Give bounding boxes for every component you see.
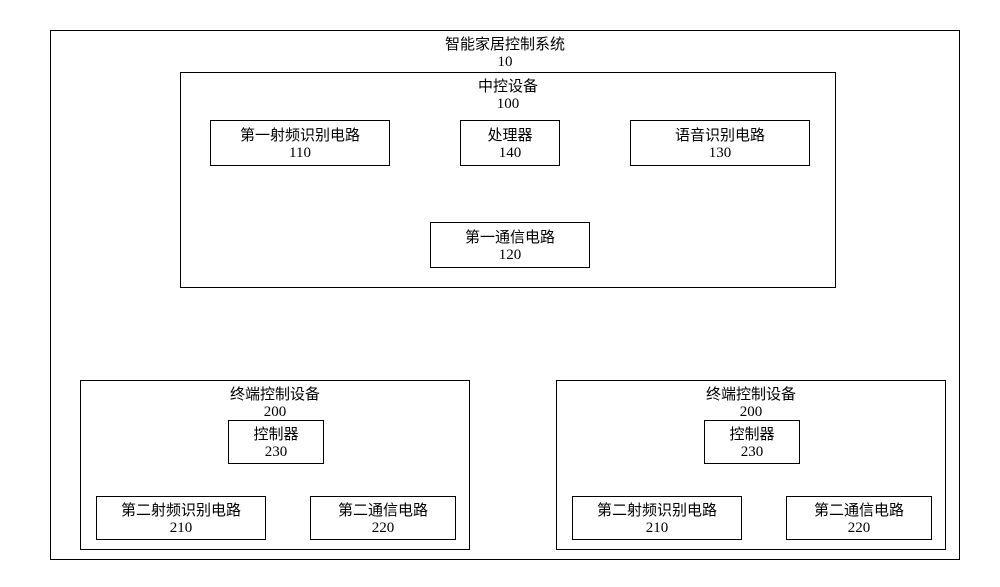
system-box-number: 10 [51, 54, 959, 71]
central-proc-node: 处理器140 [460, 120, 560, 166]
central-comm1-node: 第一通信电路120 [430, 222, 590, 268]
terminal-0-box-label: 终端控制设备200 [81, 381, 469, 421]
terminal-1-box-title: 终端控制设备 [557, 383, 945, 404]
central-proc-node-title: 处理器 [487, 124, 532, 145]
terminal-0-comm2-node: 第二通信电路220 [310, 496, 456, 540]
terminal-0-ctrl-node: 控制器230 [228, 420, 324, 464]
terminal-0-rf2-node-number: 210 [170, 520, 193, 537]
central-comm1-node-number: 120 [499, 247, 522, 264]
terminal-1-ctrl-node-number: 230 [741, 444, 764, 461]
central-proc-node-number: 140 [499, 145, 522, 162]
diagram-canvas: 智能家居控制系统10中控设备100第一射频识别电路110处理器140语音识别电路… [10, 10, 1000, 577]
central-device-box-title: 中控设备 [181, 75, 835, 96]
central-voice-node: 语音识别电路130 [630, 120, 810, 166]
central-voice-node-title: 语音识别电路 [675, 124, 765, 145]
terminal-0-rf2-node: 第二射频识别电路210 [96, 496, 266, 540]
central-rf1-node: 第一射频识别电路110 [210, 120, 390, 166]
terminal-0-rf2-node-title: 第二射频识别电路 [121, 499, 241, 520]
terminal-1-box-label: 终端控制设备200 [557, 381, 945, 421]
system-box-title: 智能家居控制系统 [51, 33, 959, 54]
terminal-1-comm2-node-number: 220 [848, 520, 871, 537]
central-comm1-node-title: 第一通信电路 [465, 226, 555, 247]
terminal-0-box-title: 终端控制设备 [81, 383, 469, 404]
terminal-0-comm2-node-number: 220 [372, 520, 395, 537]
terminal-1-comm2-node: 第二通信电路220 [786, 496, 932, 540]
terminal-1-rf2-node: 第二射频识别电路210 [572, 496, 742, 540]
central-rf1-node-title: 第一射频识别电路 [240, 124, 360, 145]
terminal-0-box-number: 200 [81, 404, 469, 421]
central-voice-node-number: 130 [709, 145, 732, 162]
central-device-box-label: 中控设备100 [181, 73, 835, 113]
terminal-1-rf2-node-number: 210 [646, 520, 669, 537]
terminal-1-rf2-node-title: 第二射频识别电路 [597, 499, 717, 520]
central-device-box-number: 100 [181, 96, 835, 113]
terminal-0-comm2-node-title: 第二通信电路 [338, 499, 428, 520]
terminal-0-ctrl-node-title: 控制器 [253, 423, 298, 444]
system-box-label: 智能家居控制系统10 [51, 31, 959, 71]
terminal-1-ctrl-node-title: 控制器 [729, 423, 774, 444]
terminal-1-box-number: 200 [557, 404, 945, 421]
central-rf1-node-number: 110 [289, 145, 311, 162]
terminal-1-ctrl-node: 控制器230 [704, 420, 800, 464]
terminal-1-comm2-node-title: 第二通信电路 [814, 499, 904, 520]
terminal-0-ctrl-node-number: 230 [265, 444, 288, 461]
